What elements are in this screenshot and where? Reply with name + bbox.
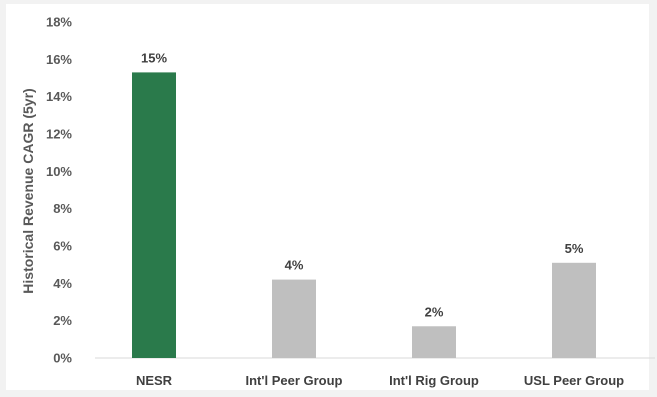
y-axis-title: Historical Revenue CAGR (5yr) <box>20 88 36 293</box>
y-tick-label: 10% <box>46 164 72 179</box>
data-label: 4% <box>285 258 304 273</box>
y-tick-label: 12% <box>46 127 72 142</box>
y-tick-label: 18% <box>46 15 72 30</box>
y-tick-label: 16% <box>46 52 72 67</box>
y-tick-label: 4% <box>53 276 72 291</box>
bar <box>552 262 596 358</box>
y-tick-label: 14% <box>46 89 72 104</box>
data-label: 5% <box>565 241 584 256</box>
bar <box>132 72 176 359</box>
x-tick-label: Int'l Rig Group <box>389 373 479 388</box>
data-label: 15% <box>141 50 167 65</box>
y-tick-label: 8% <box>53 201 72 216</box>
plot-area <box>6 4 649 390</box>
y-axis-ticks: 0% 2% 4% 6% 8% 10% 12% 14% 16% 18% <box>46 15 72 366</box>
x-tick-label: USL Peer Group <box>524 373 624 388</box>
bars <box>132 72 596 359</box>
y-tick-label: 6% <box>53 239 72 254</box>
x-tick-label: NESR <box>136 373 173 388</box>
category-labels: NESR Int'l Peer Group Int'l Rig Group USL P… <box>136 373 624 388</box>
bar <box>412 326 456 358</box>
y-tick-label: 0% <box>53 351 72 366</box>
data-labels: 15% 4% 2% 5% <box>141 50 584 319</box>
y-tick-label: 2% <box>53 313 72 328</box>
x-tick-label: Int'l Peer Group <box>246 373 343 388</box>
data-label: 2% <box>425 304 444 319</box>
bar <box>272 279 316 358</box>
